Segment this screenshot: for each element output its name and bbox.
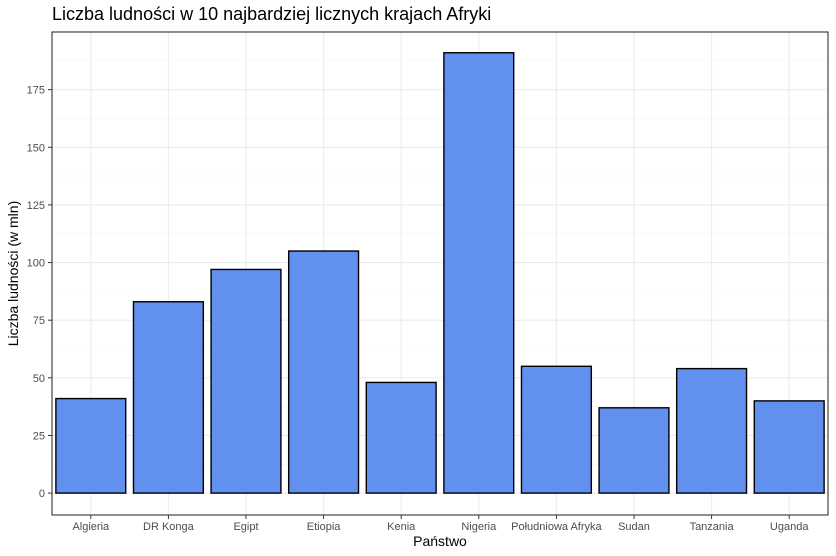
- x-tick-label: Algieria: [72, 521, 110, 533]
- y-axis-title: Liczba ludności (w mln): [5, 201, 21, 347]
- y-tick-label: 175: [27, 85, 45, 97]
- y-tick-label: 25: [33, 430, 45, 442]
- y-tick-label: 75: [33, 315, 45, 327]
- bar-nigeria: [443, 52, 515, 494]
- bar-egipt: [210, 268, 282, 494]
- x-tick-label: Etiopia: [307, 521, 342, 533]
- bar-dr-konga: [132, 301, 205, 494]
- x-tick-label: Uganda: [770, 521, 809, 533]
- x-tick-label: Nigeria: [461, 521, 497, 533]
- bar-tanzania: [675, 367, 748, 494]
- y-tick-label: 100: [27, 258, 45, 270]
- y-tick-label: 150: [27, 142, 45, 154]
- panel-border: [51, 31, 829, 516]
- bar-algieria: [55, 397, 127, 494]
- bar-kenia: [365, 381, 437, 494]
- bar-etiopia: [287, 250, 360, 494]
- x-axis-title: Państwo: [413, 533, 467, 549]
- y-tick-label: 50: [33, 373, 45, 385]
- chart-title: Liczba ludności w 10 najbardziej licznyc…: [52, 4, 492, 24]
- bar-uganda: [753, 400, 825, 494]
- bars-layer: [55, 52, 825, 494]
- x-tick-label: Kenia: [387, 521, 416, 533]
- y-tick-label: 125: [27, 200, 45, 212]
- bar-południowa-afryka: [520, 365, 593, 494]
- axes-layer: 0 25 50 75 100 125 150 175 Algieria DR Konga Egipt…: [27, 85, 810, 533]
- x-tick-label: Południowa Afryka: [511, 521, 602, 533]
- y-tick-label: 0: [39, 488, 45, 500]
- x-tick-label: Sudan: [618, 521, 650, 533]
- x-tick-label: Tanzania: [690, 521, 735, 533]
- bar-sudan: [598, 407, 670, 494]
- x-tick-label: Egipt: [233, 521, 258, 533]
- x-tick-label: DR Konga: [143, 521, 195, 533]
